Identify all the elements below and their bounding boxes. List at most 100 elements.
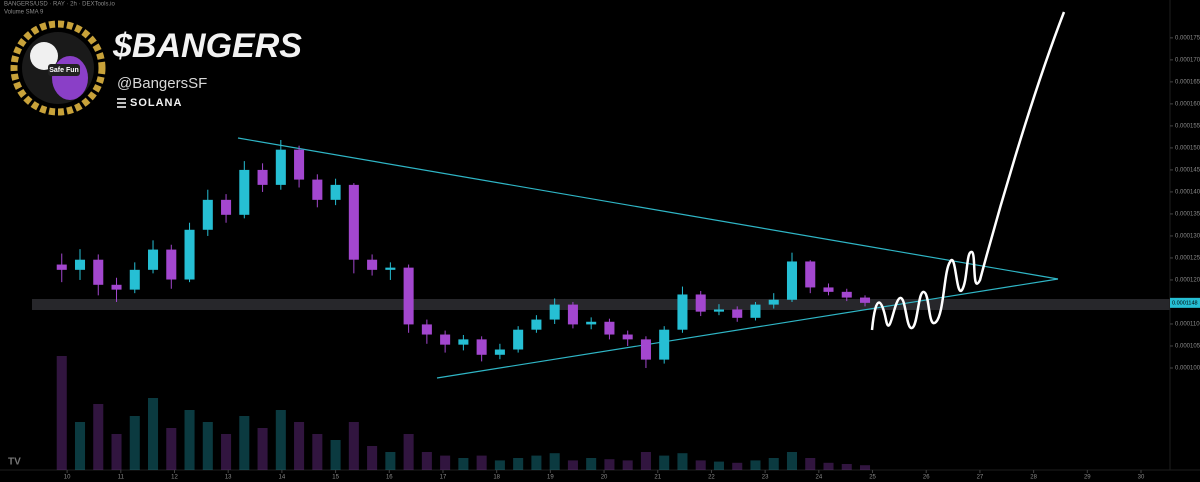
candle-body [458, 339, 469, 345]
volume-bar [294, 422, 305, 470]
last-price-box [1170, 297, 1200, 308]
volume-bar [640, 452, 651, 470]
candle-body [531, 319, 542, 330]
volume-bar [129, 416, 140, 470]
volume-bar [239, 416, 250, 470]
candle-body [476, 339, 487, 355]
x-badge [30, 42, 58, 70]
candle-body [129, 269, 140, 290]
x-tick-label: 19 [547, 475, 554, 481]
x-tick-label: 28 [1030, 475, 1037, 481]
volume-bar [859, 465, 871, 470]
x-tick-label: 10 [64, 475, 71, 481]
last-price-label: 0.0001148 [1172, 300, 1198, 306]
candle-body [440, 334, 451, 345]
x-tick-label: 21 [654, 475, 661, 481]
volume-bar [56, 356, 67, 470]
candle-body [385, 267, 396, 270]
mascot [52, 56, 88, 100]
sol-bar [117, 98, 126, 100]
visor [48, 64, 80, 76]
candle-body [403, 267, 414, 325]
x-tick-label: 14 [279, 475, 286, 481]
candle-body [640, 339, 651, 360]
sol-bar [117, 106, 126, 108]
volume-bar [622, 460, 633, 470]
volume-bar [367, 446, 378, 470]
volume-bar [567, 460, 578, 470]
volume-bar [458, 458, 469, 470]
candle-body [312, 179, 323, 200]
x-tick-label: 23 [762, 475, 769, 481]
candle-body [184, 229, 195, 280]
projection-path [870, 11, 1066, 331]
candle-body [257, 169, 268, 185]
x-tick-label: 24 [815, 475, 822, 481]
candle-body [713, 309, 724, 312]
volume-bar [586, 458, 597, 470]
volume-bar [111, 434, 122, 470]
platform-logo: TV [8, 457, 21, 468]
candle-body [239, 169, 250, 215]
logo-text: Safe Fun [49, 67, 79, 74]
candle-body [768, 299, 779, 305]
laurel [10, 20, 106, 116]
candle-body [294, 149, 305, 180]
volume-bar [677, 453, 688, 470]
x-tick-label: 12 [171, 475, 178, 481]
volume-bar [695, 460, 706, 470]
candle-body [74, 259, 86, 270]
volume-bar [786, 452, 798, 470]
volume-bar [823, 462, 834, 470]
brand-title: $BANGERS [112, 27, 302, 65]
lower-trendline [436, 278, 1059, 379]
volume-bar [531, 455, 542, 470]
candle-body [111, 284, 122, 290]
volume-bar [184, 410, 195, 470]
x-tick-label: 11 [118, 475, 125, 481]
candle-body [166, 249, 177, 280]
volume-bar [841, 464, 852, 470]
brand-handle: @BangersSF [117, 75, 207, 92]
candle-body [567, 304, 578, 325]
candle-body [732, 309, 743, 318]
volume-bar [659, 455, 670, 470]
candle-body [93, 259, 104, 285]
solana-mark [117, 98, 126, 108]
y-tick-label: 0.0001750 [1175, 35, 1200, 41]
candle-body [604, 321, 615, 335]
volume-bar [221, 434, 232, 470]
indicator-label: Volume SMA 9 [4, 10, 44, 16]
x-tick-label: 29 [1084, 475, 1091, 481]
volume-bar [74, 422, 86, 470]
x-tick-label: 27 [977, 475, 984, 481]
x-tick-label: 17 [440, 475, 447, 481]
candle-body [56, 264, 67, 270]
x-tick-label: 30 [1138, 475, 1145, 481]
volume-bar [494, 460, 505, 470]
x-tick-label: 18 [493, 475, 500, 481]
volume-bar [385, 452, 396, 470]
x-tick-label: 22 [708, 475, 715, 481]
volume-bar [805, 458, 816, 470]
price-zone [32, 299, 1170, 310]
x-tick-label: 15 [332, 475, 339, 481]
candle-body [622, 334, 633, 340]
symbol-line: BANGERS/USD · RAY · 2h · DEXTools.io [4, 2, 115, 8]
candle-body [513, 329, 524, 350]
x-tick-label: 16 [386, 475, 393, 481]
candle-body [659, 329, 670, 360]
x-tick-label: 20 [601, 475, 608, 481]
